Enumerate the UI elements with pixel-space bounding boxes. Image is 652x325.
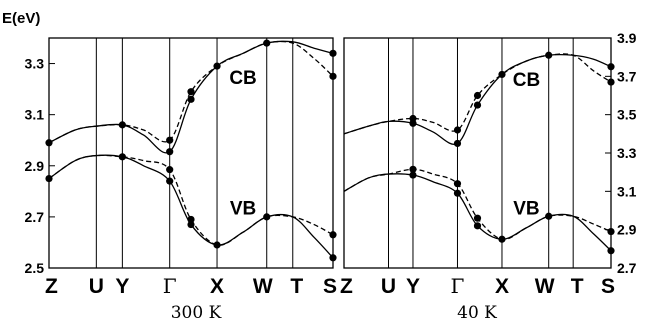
y-tick-label: 3.7 [617,68,637,84]
panel-300k: 2.5 2.7 2.9 3.1 3.3 CB VB Z U Y Γ X W T S [25,37,337,298]
kpoint-label: X [210,275,224,298]
data-point [329,231,337,239]
kpoint-label: Y [406,275,420,298]
y-tick-label: 3.3 [25,56,45,72]
plot-frame [48,37,334,269]
temperature-label-40k: 40 K [457,303,497,323]
data-point [166,148,174,156]
data-point [118,121,126,129]
y-tick-label: 2.9 [617,222,637,238]
data-point [453,126,462,134]
data-point [187,95,195,103]
band-label-vb: VB [513,198,539,219]
kpoint-label: Z [340,275,353,298]
kpoint-label: S [323,275,337,298]
data-point [607,63,615,71]
data-point [473,91,482,100]
data-point [45,174,53,183]
data-point [453,139,462,148]
band-label-cb: CB [513,70,540,91]
band-curve-dashed [48,154,334,246]
band-curve-solid [343,173,612,252]
kpoint-label: W [253,275,273,298]
data-point [473,214,482,222]
temperature-label-300k: 300 K [171,303,222,323]
data-point [607,78,615,86]
band-curve-dashed [48,40,334,144]
data-point [329,49,337,57]
y-axis-label: E(eV) [2,10,40,27]
kpoint-label: Z [45,275,58,298]
data-point [607,247,615,255]
y-tick-label: 3.1 [25,107,45,123]
y-tick-label: 2.9 [25,158,45,174]
data-point [453,180,462,188]
data-point [329,254,337,262]
data-point [263,39,271,47]
data-point [213,62,221,70]
kpoint-label: Γ [451,274,465,298]
kpoint-label: Y [115,275,129,298]
y-tick-label: 2.7 [617,260,637,276]
plot-frame [343,37,612,269]
data-point [329,72,337,80]
data-point [187,220,195,229]
y-tick-label: 3.5 [617,107,637,123]
band-curve-dashed [343,53,612,135]
data-point [607,227,615,236]
kpoint-label: S [601,275,615,298]
band-label-cb: CB [229,68,256,89]
data-point [118,153,126,161]
y-tick-label: 3.9 [617,30,637,46]
data-point [187,215,195,224]
band-curve-solid [48,154,334,259]
data-point [545,212,553,220]
data-point [473,101,482,109]
data-point [498,235,506,243]
band-label-vb: VB [230,198,256,219]
data-point [166,166,174,174]
kpoint-label: X [495,275,509,298]
data-point [166,136,174,144]
panel-40k: 2.7 2.9 3.1 3.3 3.5 3.7 3.9 CB VB Z U Y Γ X W T S [340,30,637,298]
kpoint-label: T [571,275,584,298]
data-point [498,70,506,79]
data-point [473,222,482,230]
data-point [409,171,417,179]
y-tick-label: 3.3 [617,145,637,161]
data-point [166,177,174,185]
data-point [263,213,271,221]
band-curve-solid [343,54,612,145]
data-point [545,51,553,59]
data-point [409,165,417,173]
kpoint-label: W [535,275,555,298]
data-point [213,241,221,249]
kpoint-label: T [290,275,303,298]
data-point [409,119,417,127]
y-tick-label: 2.7 [25,209,45,225]
data-point [187,88,195,96]
kpoint-label: U [381,275,396,298]
data-point [453,189,462,197]
data-point [45,139,53,147]
y-tick-label: 2.5 [25,260,45,276]
kpoint-label: U [89,275,104,298]
y-tick-label: 3.1 [617,183,637,199]
kpoint-label: Γ [163,274,177,298]
